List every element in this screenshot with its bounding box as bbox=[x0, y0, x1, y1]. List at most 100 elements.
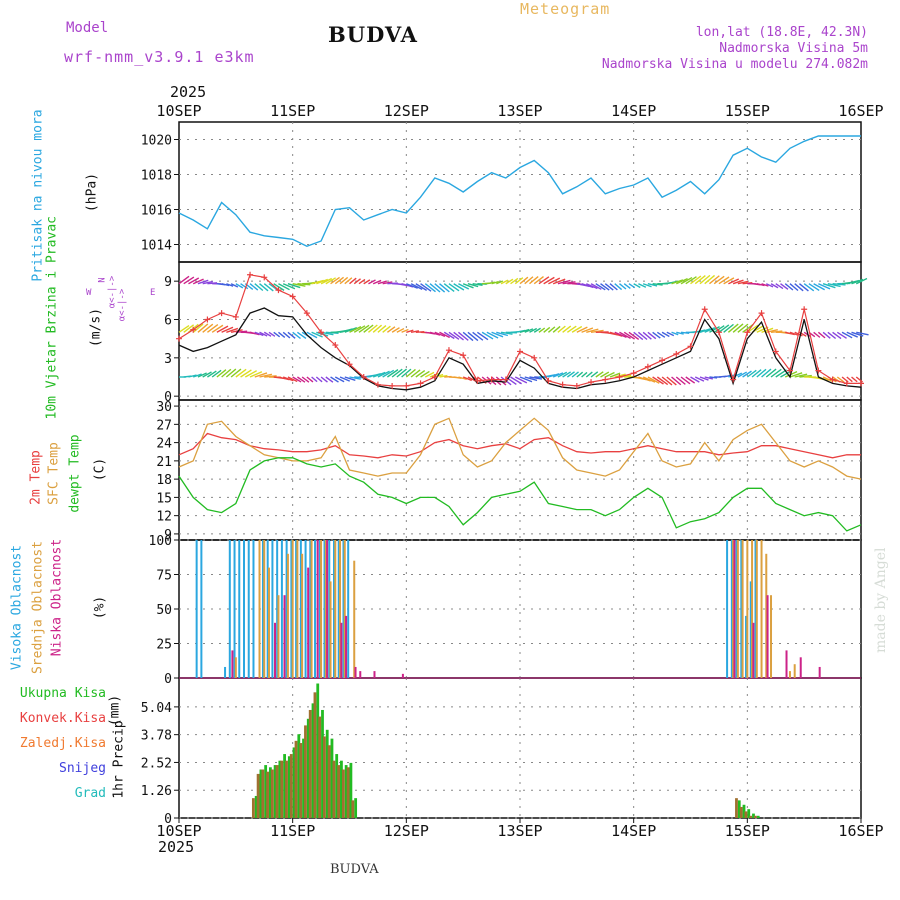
wind-arrow bbox=[585, 371, 593, 378]
cloud-bar bbox=[752, 622, 755, 678]
wind-arrow bbox=[765, 283, 774, 288]
wind-arrow bbox=[614, 283, 623, 291]
wind-arrow bbox=[742, 370, 752, 378]
precip-bar bbox=[304, 725, 307, 818]
wind-arrow bbox=[661, 376, 673, 386]
wind-arrow bbox=[377, 325, 387, 333]
cloud-bar bbox=[755, 540, 758, 678]
wind-arrow bbox=[211, 369, 222, 378]
wind-arrow bbox=[410, 369, 421, 378]
wind-arrow bbox=[676, 278, 688, 285]
wind-arrow bbox=[415, 283, 428, 291]
wind-arrow bbox=[443, 283, 455, 293]
wind-arrow bbox=[538, 276, 550, 285]
wind-arrow bbox=[235, 283, 244, 289]
wind-arrow bbox=[647, 331, 657, 340]
wind-arrow bbox=[320, 376, 328, 383]
gust-marker bbox=[403, 382, 410, 389]
wind-arrow bbox=[680, 276, 693, 285]
precip-legend-snow: Snijeg bbox=[59, 761, 106, 776]
y-tick-label: 3 bbox=[164, 352, 172, 367]
wind-arrow bbox=[486, 331, 499, 339]
wind-arrow bbox=[671, 279, 684, 285]
wind-arrow bbox=[784, 283, 794, 291]
wind-arrow bbox=[676, 331, 684, 335]
wind-arrow bbox=[434, 331, 446, 337]
wind-arrow bbox=[377, 280, 387, 285]
wind-arrow bbox=[671, 376, 682, 386]
wind-arrow bbox=[292, 376, 302, 383]
wind-arrow bbox=[623, 283, 631, 289]
wind-arrow bbox=[851, 278, 864, 285]
precip-bar bbox=[739, 806, 743, 818]
y-tick-label: 3.78 bbox=[141, 729, 172, 744]
wind-arrow bbox=[562, 325, 572, 333]
wind-arrow bbox=[254, 331, 264, 337]
wind-arrow bbox=[443, 331, 455, 340]
y-tick-label: 25 bbox=[156, 638, 172, 653]
wind-arrow bbox=[552, 372, 564, 378]
wind-arrow bbox=[225, 368, 237, 378]
wind-arrow bbox=[647, 376, 660, 384]
gust-marker bbox=[701, 306, 708, 313]
wind-arrow bbox=[690, 376, 700, 383]
wind-arrow bbox=[832, 331, 842, 340]
wind-arrow bbox=[680, 331, 690, 335]
wind-arrow bbox=[547, 326, 556, 333]
wind-arrow bbox=[827, 331, 837, 340]
gust-marker bbox=[389, 382, 396, 389]
wind-arrow bbox=[694, 376, 705, 382]
wind-arrow bbox=[249, 331, 260, 336]
cloud-bar bbox=[286, 553, 289, 678]
wind-arrow bbox=[785, 331, 795, 336]
precip-bar bbox=[254, 795, 258, 818]
cloud-bar bbox=[261, 540, 264, 678]
gust-marker bbox=[332, 342, 339, 349]
cloud-bar bbox=[258, 540, 261, 678]
y-tick-label: 5.04 bbox=[141, 701, 172, 716]
wind-arrow bbox=[609, 283, 618, 291]
wind-arrow bbox=[301, 376, 310, 383]
gust-marker bbox=[445, 347, 452, 354]
wind-arrow bbox=[794, 283, 804, 292]
gust-marker bbox=[176, 335, 182, 342]
wind-arrow bbox=[287, 376, 298, 383]
x-tick-label-top: 10SEP bbox=[156, 102, 201, 120]
year-bottom-label: 2025 bbox=[158, 838, 195, 856]
precip-bar bbox=[747, 809, 751, 818]
wind-arrow bbox=[519, 376, 533, 383]
cloud-bar bbox=[231, 650, 234, 678]
wind-arrow bbox=[562, 281, 576, 285]
wind-arrow bbox=[197, 323, 209, 333]
wind-arrow bbox=[552, 278, 566, 285]
cloud-bar bbox=[238, 540, 241, 678]
gust-marker bbox=[616, 374, 623, 380]
cloud-bar bbox=[267, 567, 270, 678]
wind-arrow bbox=[410, 330, 420, 333]
wind-arrow bbox=[656, 376, 669, 386]
wind-arrow bbox=[500, 279, 509, 285]
precip-bar bbox=[270, 769, 274, 818]
wind-arrow bbox=[704, 376, 714, 380]
precip-bar bbox=[308, 709, 312, 818]
wind-arrow bbox=[652, 331, 661, 339]
gust-marker bbox=[289, 293, 296, 300]
precip-bar bbox=[266, 771, 269, 818]
wind-arrow bbox=[325, 376, 334, 383]
x-tick-label-top: 13SEP bbox=[497, 102, 542, 120]
precip-bar bbox=[273, 765, 277, 818]
wind-arrow bbox=[211, 324, 224, 333]
wind-arrow bbox=[457, 331, 469, 341]
wind-arrow bbox=[415, 370, 426, 378]
gust-marker bbox=[843, 380, 850, 387]
wind-arrow bbox=[424, 283, 436, 293]
wind-arrow bbox=[320, 277, 333, 285]
wind-arrow bbox=[353, 325, 366, 333]
wind-arrow bbox=[358, 278, 366, 285]
wind-arrow bbox=[216, 325, 229, 333]
cloud-bar bbox=[200, 540, 203, 678]
gust-marker bbox=[573, 382, 580, 389]
cloud-bar bbox=[285, 540, 288, 678]
wind-arrow bbox=[226, 327, 239, 333]
x-tick-label-bottom: 14SEP bbox=[611, 822, 656, 840]
